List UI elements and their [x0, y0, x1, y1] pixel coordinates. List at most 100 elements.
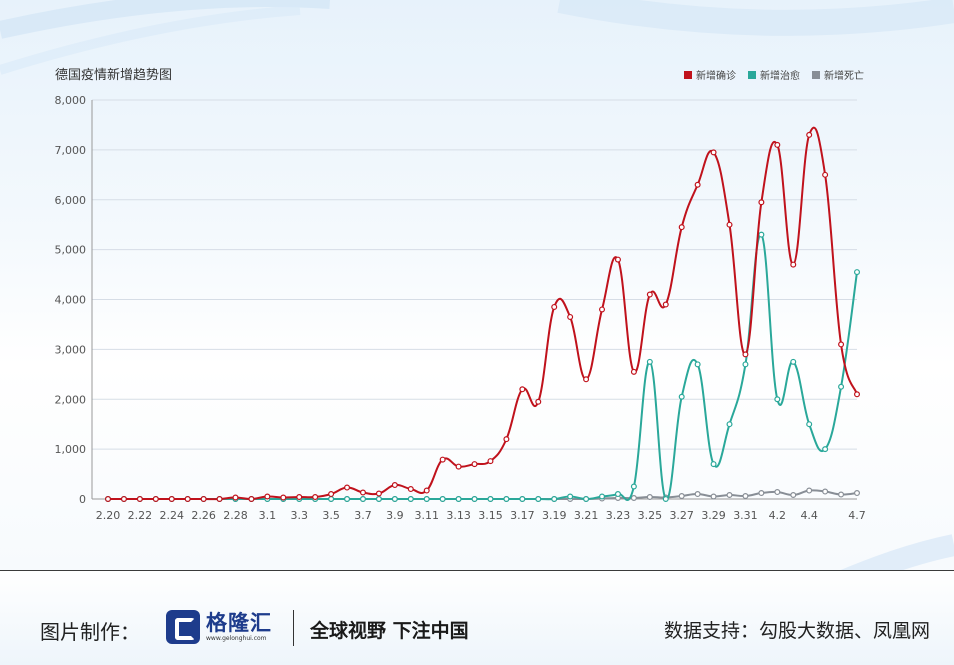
data-point-confirmed[interactable] — [678, 224, 685, 231]
data-point-confirmed[interactable] — [630, 368, 637, 375]
data-point-confirmed[interactable] — [503, 436, 510, 443]
data-point-recovered[interactable] — [662, 496, 669, 503]
data-point-deaths[interactable] — [710, 493, 717, 500]
data-point-confirmed[interactable] — [216, 496, 223, 503]
data-point-deaths[interactable] — [678, 493, 685, 500]
data-point-deaths[interactable] — [774, 489, 781, 496]
data-point-confirmed[interactable] — [264, 493, 271, 500]
data-point-confirmed[interactable] — [726, 221, 733, 228]
data-point-deaths[interactable] — [630, 495, 637, 502]
data-point-recovered[interactable] — [646, 358, 653, 365]
legend-item-deaths[interactable]: 新增死亡 — [812, 67, 864, 82]
data-point-recovered[interactable] — [806, 421, 813, 428]
data-point-confirmed[interactable] — [710, 149, 717, 156]
data-point-recovered[interactable] — [599, 493, 606, 500]
data-point-confirmed[interactable] — [232, 494, 239, 501]
data-point-confirmed[interactable] — [391, 482, 398, 489]
data-point-recovered[interactable] — [375, 496, 382, 503]
data-point-confirmed[interactable] — [742, 351, 749, 358]
data-point-recovered[interactable] — [567, 493, 574, 500]
data-point-confirmed[interactable] — [168, 496, 175, 503]
data-point-confirmed[interactable] — [838, 341, 845, 348]
data-point-recovered[interactable] — [583, 496, 590, 503]
data-point-confirmed[interactable] — [248, 496, 255, 503]
data-point-recovered[interactable] — [535, 496, 542, 503]
data-point-confirmed[interactable] — [519, 386, 526, 393]
data-point-recovered[interactable] — [774, 396, 781, 403]
data-point-confirmed[interactable] — [614, 256, 621, 263]
data-point-confirmed[interactable] — [280, 494, 287, 501]
data-point-confirmed[interactable] — [312, 494, 319, 501]
data-point-recovered[interactable] — [551, 496, 558, 503]
data-point-confirmed[interactable] — [200, 496, 207, 503]
data-point-recovered[interactable] — [630, 483, 637, 490]
data-point-confirmed[interactable] — [551, 303, 558, 310]
data-point-deaths[interactable] — [790, 492, 797, 499]
data-point-recovered[interactable] — [694, 361, 701, 368]
data-point-confirmed[interactable] — [694, 181, 701, 188]
data-point-deaths[interactable] — [853, 490, 860, 497]
data-point-recovered[interactable] — [742, 361, 749, 368]
data-point-recovered[interactable] — [710, 461, 717, 468]
data-point-recovered[interactable] — [726, 421, 733, 428]
data-point-recovered[interactable] — [853, 269, 860, 276]
data-point-confirmed[interactable] — [487, 458, 494, 465]
data-point-recovered[interactable] — [423, 496, 430, 503]
data-point-confirmed[interactable] — [439, 456, 446, 463]
data-point-confirmed[interactable] — [136, 496, 143, 503]
data-point-recovered[interactable] — [328, 496, 335, 503]
data-point-confirmed[interactable] — [375, 490, 382, 497]
data-point-recovered[interactable] — [503, 496, 510, 503]
data-point-confirmed[interactable] — [774, 141, 781, 148]
data-point-confirmed[interactable] — [423, 487, 430, 494]
data-point-confirmed[interactable] — [853, 391, 860, 398]
data-point-confirmed[interactable] — [822, 171, 829, 178]
data-point-confirmed[interactable] — [120, 496, 127, 503]
data-point-recovered[interactable] — [790, 358, 797, 365]
data-point-confirmed[interactable] — [296, 494, 303, 501]
data-point-deaths[interactable] — [742, 493, 749, 500]
data-point-confirmed[interactable] — [535, 398, 542, 405]
data-point-deaths[interactable] — [822, 488, 829, 495]
data-point-confirmed[interactable] — [583, 376, 590, 383]
data-point-confirmed[interactable] — [184, 496, 191, 503]
data-point-recovered[interactable] — [439, 496, 446, 503]
data-point-recovered[interactable] — [519, 496, 526, 503]
data-point-confirmed[interactable] — [790, 261, 797, 268]
data-point-recovered[interactable] — [407, 496, 414, 503]
data-point-recovered[interactable] — [822, 446, 829, 453]
data-point-confirmed[interactable] — [455, 463, 462, 470]
legend-item-recovered[interactable]: 新增治愈 — [748, 67, 800, 82]
data-point-recovered[interactable] — [359, 496, 366, 503]
data-point-confirmed[interactable] — [328, 491, 335, 498]
data-point-deaths[interactable] — [838, 491, 845, 498]
data-point-recovered[interactable] — [391, 496, 398, 503]
data-point-recovered[interactable] — [344, 496, 351, 503]
data-point-recovered[interactable] — [471, 496, 478, 503]
data-point-confirmed[interactable] — [758, 199, 765, 206]
data-point-deaths[interactable] — [806, 487, 813, 494]
data-point-confirmed[interactable] — [344, 484, 351, 491]
data-point-confirmed[interactable] — [407, 486, 414, 493]
data-point-deaths[interactable] — [726, 492, 733, 499]
y-tick-label: 6,000 — [55, 194, 87, 207]
data-point-recovered[interactable] — [614, 491, 621, 498]
legend-item-confirmed[interactable]: 新增确诊 — [684, 67, 736, 82]
data-point-confirmed[interactable] — [646, 291, 653, 298]
data-point-recovered[interactable] — [455, 496, 462, 503]
data-point-deaths[interactable] — [694, 491, 701, 498]
data-point-recovered[interactable] — [838, 383, 845, 390]
data-point-recovered[interactable] — [678, 393, 685, 400]
data-point-confirmed[interactable] — [567, 313, 574, 320]
data-point-confirmed[interactable] — [152, 496, 159, 503]
data-point-confirmed[interactable] — [104, 496, 111, 503]
data-point-confirmed[interactable] — [806, 131, 813, 138]
data-point-recovered[interactable] — [758, 231, 765, 238]
data-point-deaths[interactable] — [758, 490, 765, 497]
data-point-confirmed[interactable] — [359, 489, 366, 496]
data-point-recovered[interactable] — [487, 496, 494, 503]
data-point-deaths[interactable] — [646, 494, 653, 501]
data-point-confirmed[interactable] — [471, 461, 478, 468]
data-point-confirmed[interactable] — [599, 306, 606, 313]
data-point-confirmed[interactable] — [662, 301, 669, 308]
